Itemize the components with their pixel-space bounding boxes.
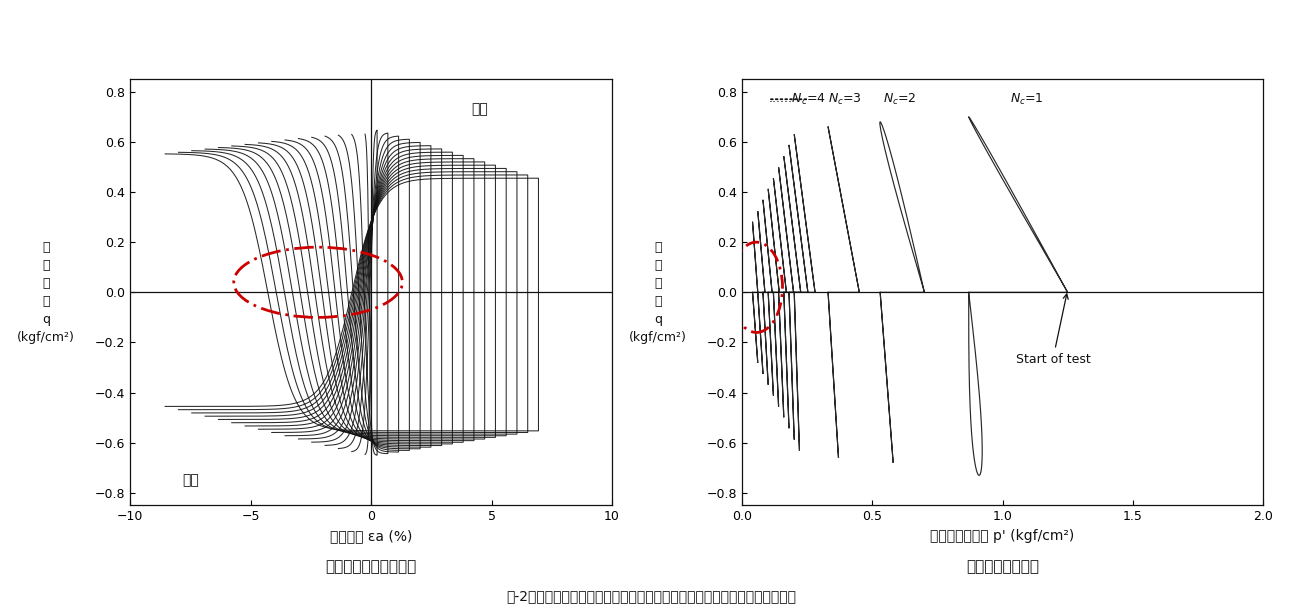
- Text: 応力～ひずみ曲線の例: 応力～ひずみ曲線の例: [326, 559, 417, 574]
- Text: $N_c$=2: $N_c$=2: [883, 92, 917, 107]
- Text: $N_c$=3: $N_c$=3: [828, 92, 862, 107]
- Text: ......$N_c$=4: ......$N_c$=4: [768, 92, 827, 107]
- Text: $N_c$=1: $N_c$=1: [1010, 92, 1044, 107]
- Text: 有効応力経路の例: 有効応力経路の例: [966, 559, 1039, 574]
- Text: Start of test: Start of test: [1016, 294, 1090, 365]
- X-axis label: 軸ひずみ εa (%): 軸ひずみ εa (%): [329, 529, 413, 543]
- Y-axis label: 軸
差
応
力
q
(kgf/cm²): 軸 差 応 力 q (kgf/cm²): [629, 241, 687, 344]
- Text: 伸張: 伸張: [182, 473, 199, 487]
- Text: 圧縮: 圧縮: [471, 102, 488, 116]
- Y-axis label: 軸
差
応
力
q
(kgf/cm²): 軸 差 応 力 q (kgf/cm²): [17, 241, 76, 344]
- X-axis label: 平均有効主応力 p' (kgf/cm²): 平均有効主応力 p' (kgf/cm²): [931, 529, 1074, 543]
- Text: 図-2　繰返し三軸試験の軸差応力～軸ひずみの関係と有効応力経路の例２）: 図-2 繰返し三軸試験の軸差応力～軸ひずみの関係と有効応力経路の例２）: [506, 589, 796, 603]
